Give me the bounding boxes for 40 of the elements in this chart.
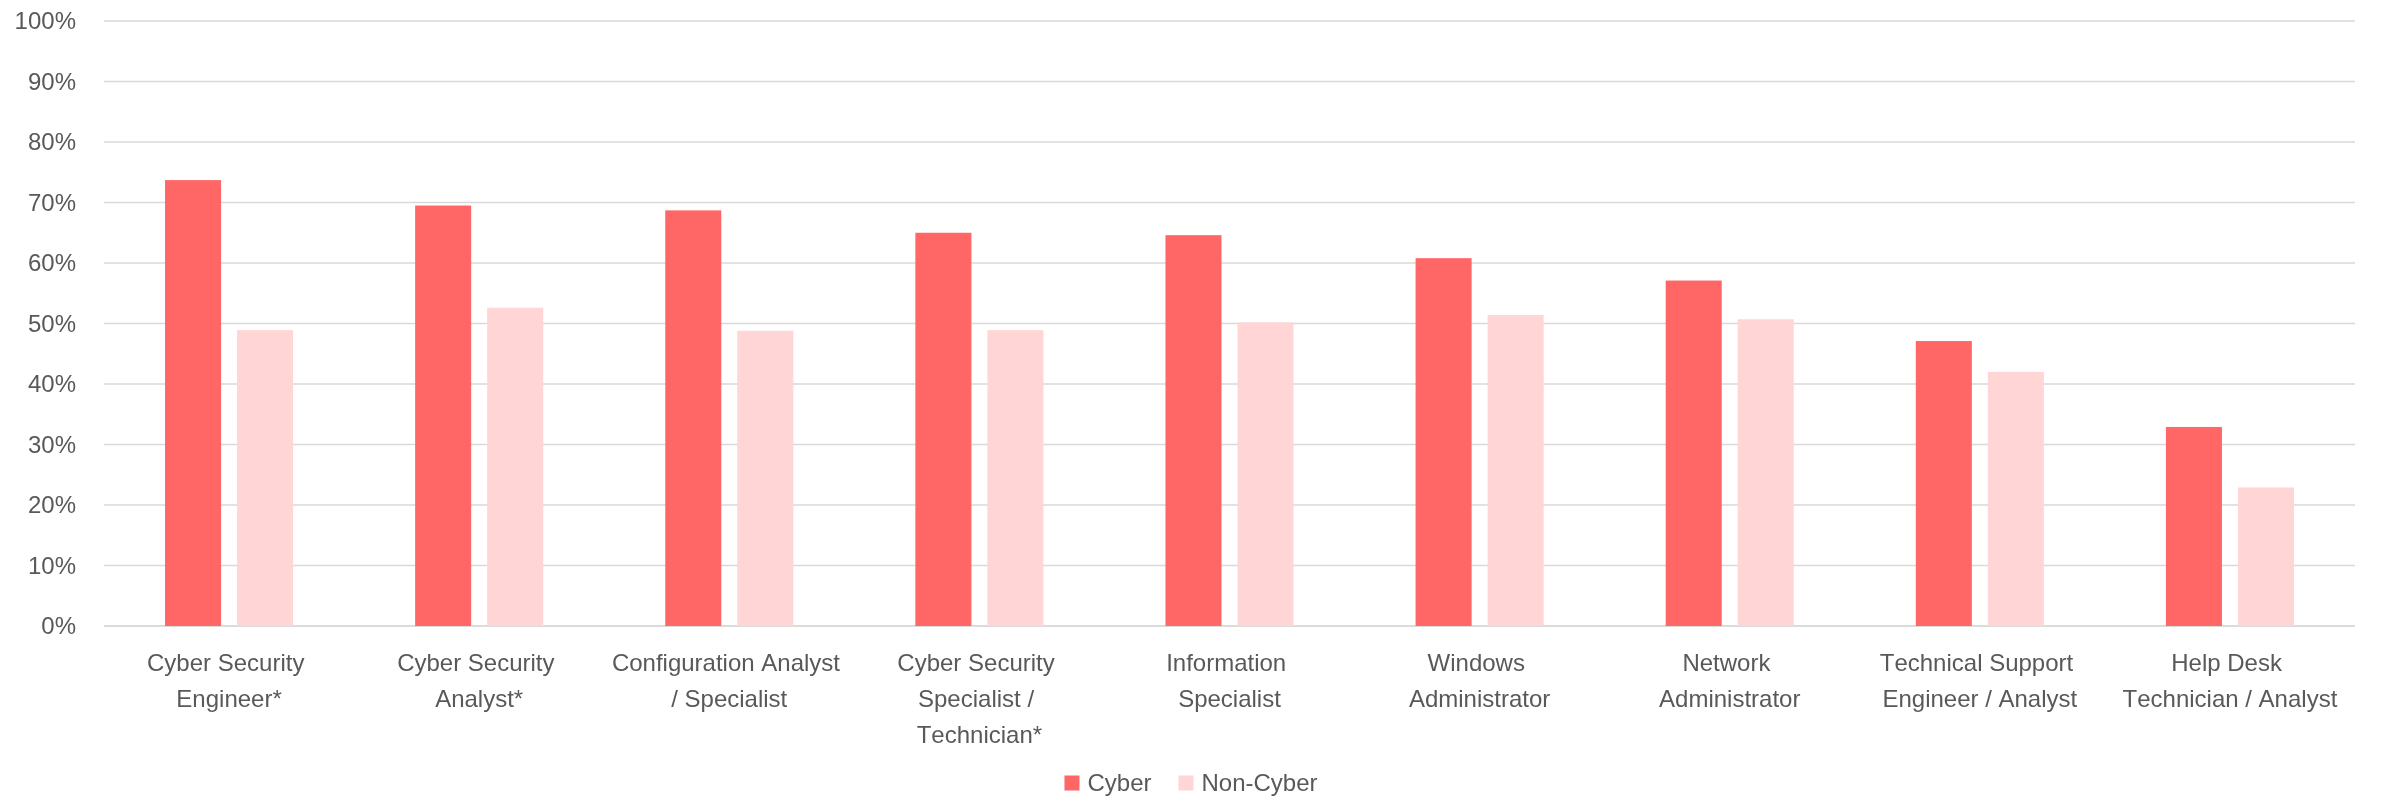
x-tick-label: Network Administrator <box>1659 649 1801 712</box>
x-tick-label: Configuration Analyst / Specialist <box>611 649 847 712</box>
x-tick-label: Cyber Security Engineer* <box>147 649 312 712</box>
bar <box>415 205 472 626</box>
bar <box>2165 426 2222 626</box>
bar <box>915 232 972 626</box>
bar <box>665 210 722 626</box>
y-tick-label: 60% <box>27 249 76 277</box>
bar <box>2237 487 2294 626</box>
bar <box>1415 258 1472 626</box>
y-tick-label: 50% <box>27 309 76 337</box>
x-tick-label: Cyber Security Specialist / Technician* <box>897 649 1062 748</box>
bar <box>737 330 794 626</box>
bar <box>1237 322 1294 626</box>
x-tick-label: Technical Support Engineer / Analyst <box>1879 649 2080 712</box>
y-tick-label: 30% <box>27 430 76 458</box>
y-tick-label: 0% <box>41 612 76 640</box>
y-tick-label: 40% <box>27 370 76 398</box>
bar <box>987 330 1044 626</box>
x-tick-label: Information Specialist <box>1166 649 1293 712</box>
y-tick-label: 20% <box>27 491 76 519</box>
x-tick-label: Windows Administrator <box>1408 649 1551 712</box>
bar <box>237 330 294 626</box>
bar <box>1165 235 1222 626</box>
legend-label: Non-Cyber <box>1201 769 1318 796</box>
legend-label: Cyber <box>1087 769 1152 796</box>
x-tick-label: Help Desk Technician / Analyst <box>2122 649 2338 712</box>
bar <box>165 180 222 626</box>
bar <box>487 307 544 626</box>
y-tick-label: 100% <box>14 7 76 35</box>
y-tick-label: 70% <box>27 188 76 216</box>
x-tick-label: Cyber Security Analyst* <box>397 649 562 712</box>
bar <box>1665 280 1722 626</box>
bar <box>1987 371 2044 626</box>
bar <box>1737 319 1794 626</box>
bar <box>1487 315 1544 626</box>
bar <box>1915 341 1972 626</box>
y-tick-label: 80% <box>27 128 76 156</box>
y-tick-label: 10% <box>27 551 76 579</box>
y-tick-label: 90% <box>27 67 76 95</box>
